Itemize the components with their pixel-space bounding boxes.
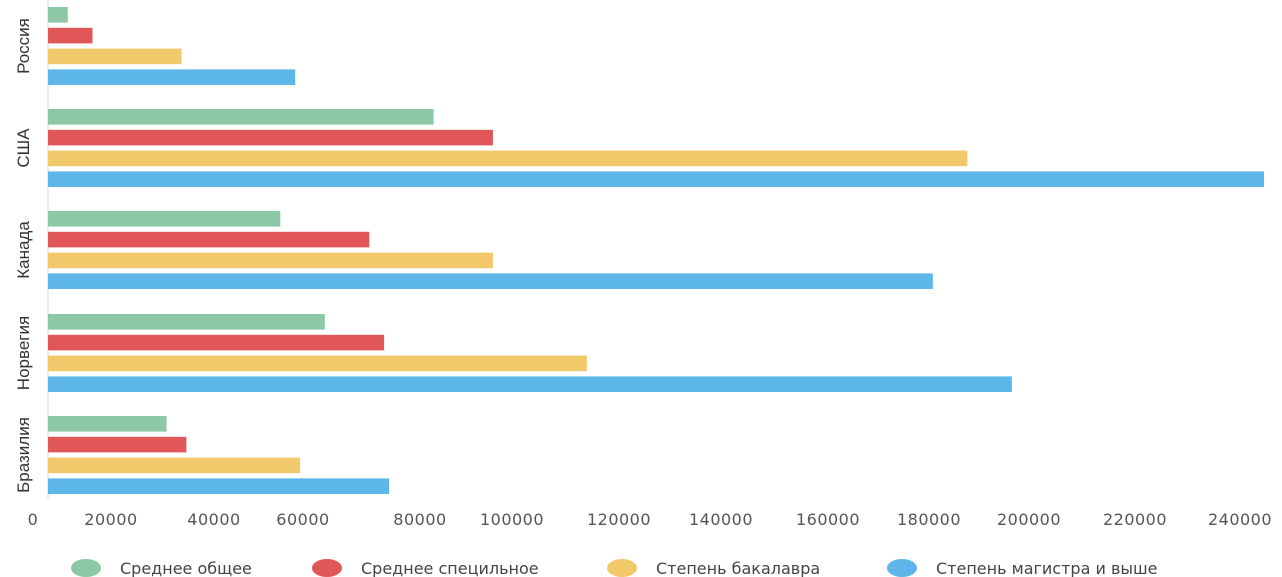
x-tick-label: 0	[28, 510, 39, 529]
bar-1-1	[48, 129, 493, 146]
legend-label: Среднее общее	[120, 559, 252, 577]
x-tick-label: 160000	[796, 510, 860, 529]
bar-4-1	[48, 436, 187, 453]
legend-swatch	[71, 559, 101, 577]
x-tick-label: 80000	[393, 510, 446, 529]
bar-2-2	[48, 252, 493, 269]
bar-0-0	[48, 7, 68, 23]
category-label: Россия	[14, 18, 33, 74]
legend-label: Среднее специльное	[361, 559, 539, 577]
bar-3-3	[48, 376, 1012, 392]
bars-group	[48, 7, 1264, 494]
bar-4-3	[48, 478, 390, 494]
bar-0-3	[48, 69, 296, 85]
category-label: Канада	[14, 221, 33, 279]
bar-1-2	[48, 150, 968, 167]
bar-3-2	[48, 355, 587, 372]
x-tick-label: 120000	[587, 510, 651, 529]
legend-swatch	[887, 559, 917, 577]
legend-swatch	[607, 559, 637, 577]
bar-1-0	[48, 109, 434, 125]
bar-2-1	[48, 231, 370, 248]
bar-4-0	[48, 416, 167, 432]
bar-4-2	[48, 457, 301, 474]
bar-2-3	[48, 273, 933, 289]
category-label: США	[14, 128, 33, 168]
bar-3-0	[48, 314, 325, 330]
category-label: Норвегия	[14, 316, 33, 390]
x-tick-label: 220000	[1103, 510, 1167, 529]
x-tick-label: 100000	[480, 510, 544, 529]
category-label: Бразилия	[14, 417, 33, 493]
legend: Среднее общее Среднее специльное Степень б…	[71, 559, 1158, 577]
bar-2-0	[48, 211, 281, 227]
category-labels: Россия США Канада Норвегия Бразилия	[14, 18, 33, 493]
x-tick-label: 20000	[84, 510, 137, 529]
x-tick-label: 180000	[897, 510, 961, 529]
x-axis-ticks: 0 20000 40000 60000 80000 100000 120000 140000 1…	[28, 510, 1272, 529]
legend-label: Степень магистра и выше	[936, 559, 1158, 577]
bar-3-1	[48, 334, 385, 351]
bar-1-3	[48, 171, 1264, 187]
x-tick-label: 60000	[276, 510, 329, 529]
legend-label: Степень бакалавра	[656, 559, 820, 577]
bar-0-2	[48, 48, 182, 65]
x-tick-label: 200000	[997, 510, 1061, 529]
x-tick-label: 40000	[187, 510, 240, 529]
legend-swatch	[312, 559, 342, 577]
x-tick-label: 140000	[689, 510, 753, 529]
bar-0-1	[48, 27, 93, 44]
x-tick-label: 240000	[1208, 510, 1272, 529]
